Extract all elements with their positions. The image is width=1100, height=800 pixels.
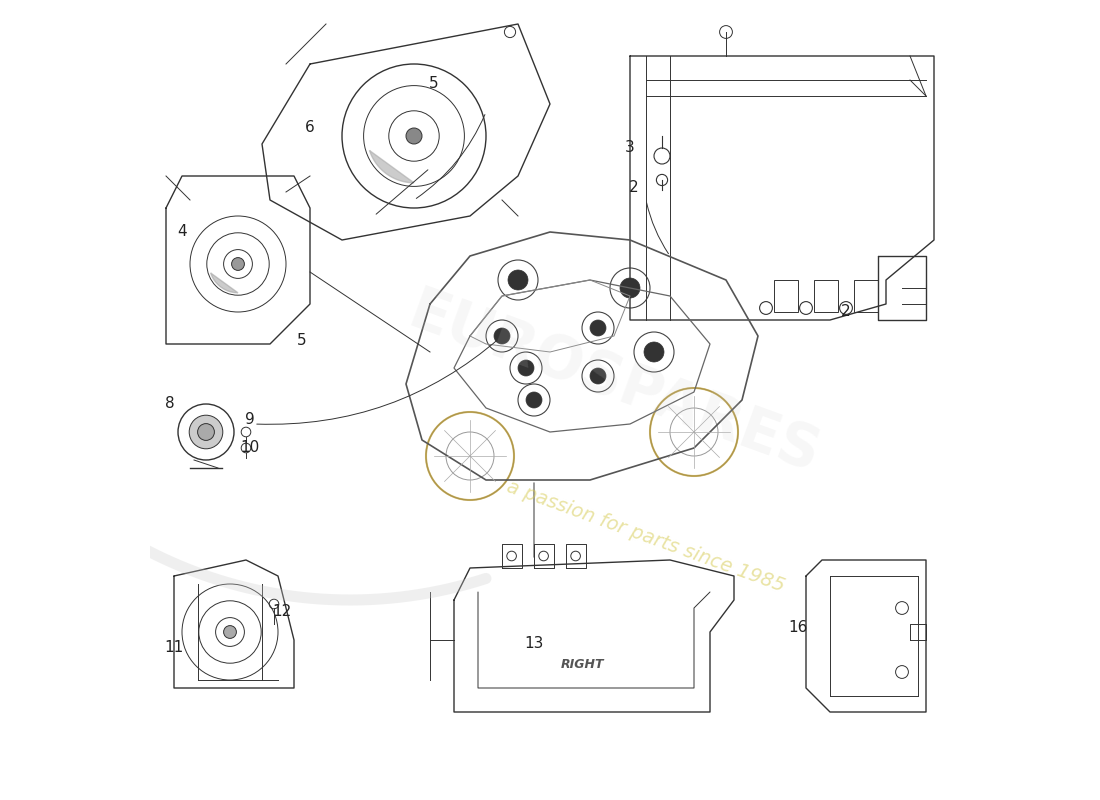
Text: 11: 11	[164, 641, 184, 655]
Circle shape	[620, 278, 640, 298]
Circle shape	[518, 360, 534, 376]
Circle shape	[198, 424, 214, 440]
Circle shape	[189, 415, 223, 449]
Circle shape	[223, 626, 236, 638]
Text: EUROSPARES: EUROSPARES	[400, 283, 827, 485]
Text: 4: 4	[177, 225, 187, 239]
Circle shape	[232, 258, 244, 270]
Polygon shape	[370, 150, 414, 183]
Text: 5: 5	[297, 333, 307, 347]
Text: 9: 9	[245, 413, 255, 427]
Text: 16: 16	[789, 621, 807, 635]
Circle shape	[508, 270, 528, 290]
Circle shape	[494, 328, 510, 344]
Circle shape	[526, 392, 542, 408]
Text: RIGHT: RIGHT	[560, 658, 604, 670]
Text: 12: 12	[273, 605, 292, 619]
Text: 8: 8	[165, 397, 175, 411]
Text: 6: 6	[305, 121, 315, 135]
Bar	[814, 280, 838, 312]
Text: a passion for parts since 1985: a passion for parts since 1985	[505, 477, 788, 595]
Bar	[854, 280, 878, 312]
Circle shape	[406, 128, 422, 144]
Text: 3: 3	[625, 141, 635, 155]
Text: 2: 2	[842, 305, 850, 319]
Circle shape	[590, 320, 606, 336]
Bar	[774, 280, 798, 312]
Text: 2: 2	[629, 181, 639, 195]
Text: 5: 5	[429, 77, 439, 91]
Circle shape	[644, 342, 664, 362]
Text: 10: 10	[241, 441, 260, 455]
Polygon shape	[210, 273, 238, 293]
Circle shape	[590, 368, 606, 384]
Text: 13: 13	[525, 637, 543, 651]
